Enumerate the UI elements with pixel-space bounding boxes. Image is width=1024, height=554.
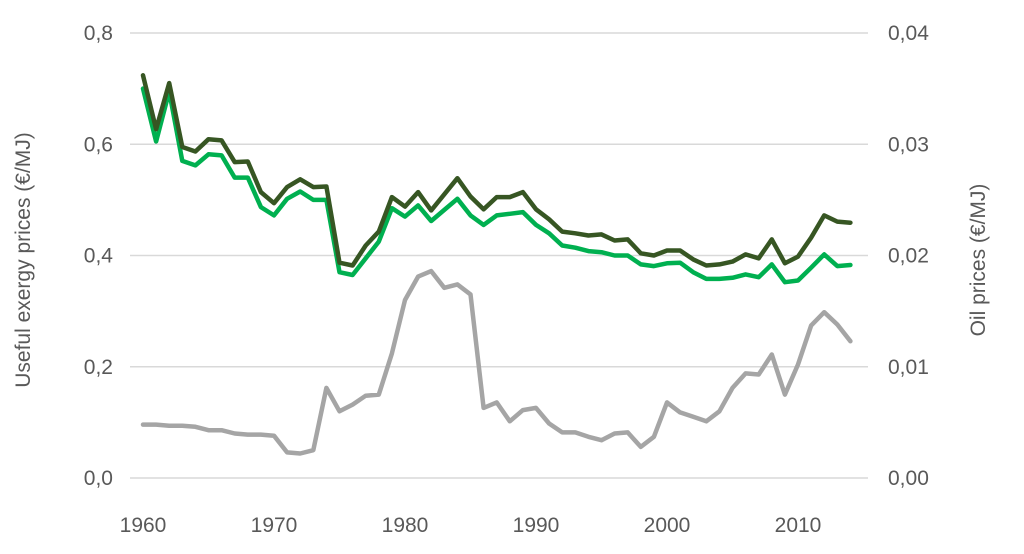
right-axis-ticks: 0,00 0,01 0,02 0,03 0,04 [888,22,929,490]
x-tick-label: 1970 [251,514,298,537]
series-line [143,75,850,265]
y2-tick-label: 0,02 [888,245,929,268]
left-axis-title: Useful exergy prices (€/MJ) [12,132,35,388]
y2-tick-label: 0,04 [888,22,929,45]
x-tick-label: 1980 [382,514,429,537]
series-line [143,271,850,453]
gridlines [130,33,868,478]
y-tick-label: 0,4 [84,245,114,268]
left-axis-ticks: 0,0 0,2 0,4 0,6 0,8 [84,22,114,490]
series-lines [143,75,851,453]
y-tick-label: 0,8 [84,22,113,45]
x-tick-label: 1960 [120,514,167,537]
y2-tick-label: 0,00 [888,467,929,490]
y-tick-label: 0,6 [84,133,113,156]
x-axis-ticks: 1960 1970 1980 1990 2000 2010 [120,514,822,537]
x-tick-label: 1990 [513,514,560,537]
x-tick-label: 2010 [775,514,822,537]
right-axis-title: Oil prices (€/MJ) [967,184,990,337]
series-2 [143,271,851,454]
series-0 [143,75,851,265]
x-tick-label: 2000 [644,514,691,537]
y2-tick-label: 0,01 [888,356,929,379]
y-tick-label: 0,2 [84,356,113,379]
y-tick-label: 0,0 [84,467,113,490]
y2-tick-label: 0,03 [888,133,929,156]
